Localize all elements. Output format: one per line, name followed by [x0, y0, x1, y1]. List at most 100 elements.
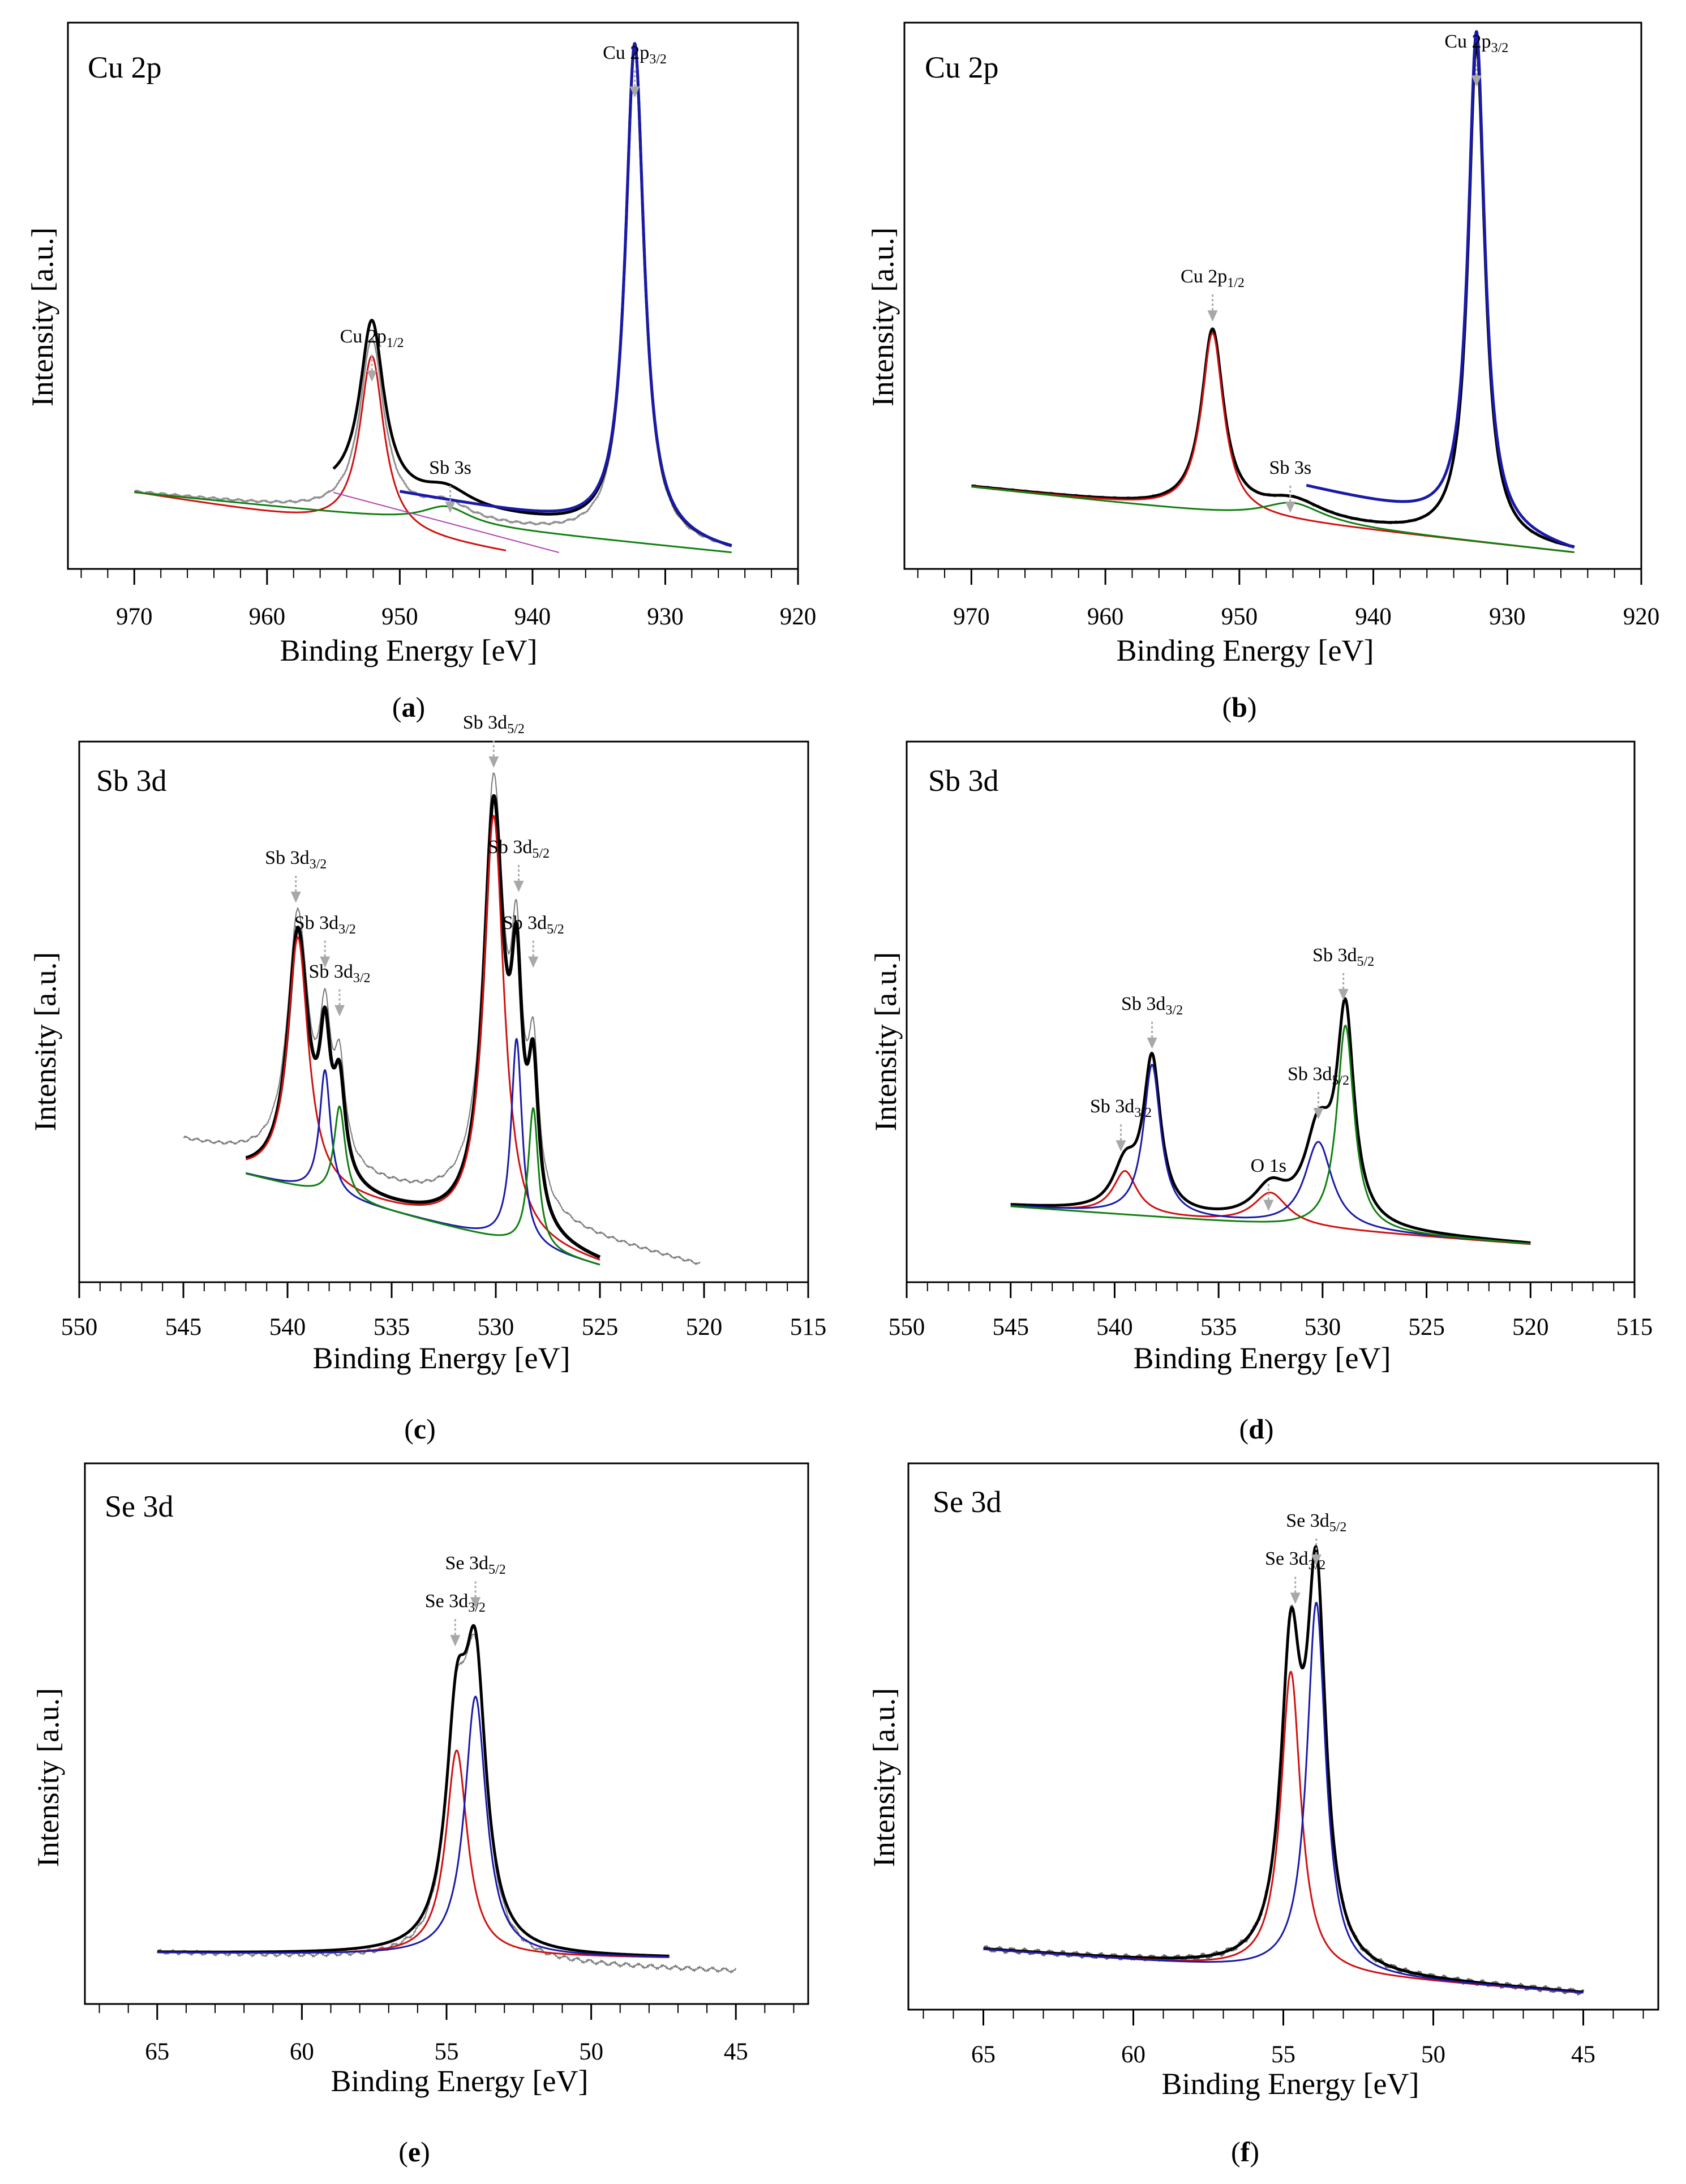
series-measured: [983, 1544, 1585, 1995]
x-tick-label: 515: [790, 1314, 827, 1341]
plot-area: [906, 740, 1636, 1283]
plot-title: Se 3d: [105, 1489, 174, 1523]
plot-area: [84, 1462, 809, 2005]
panel-caption: (f): [1231, 2136, 1259, 2168]
x-tick-label: 930: [647, 603, 684, 630]
x-tick-label: 545: [992, 1314, 1029, 1341]
plot-title: Sb 3d: [96, 764, 167, 798]
annotation-arrow-head: [1290, 1592, 1301, 1604]
x-axis-label: Binding Energy [eV]: [1116, 633, 1374, 667]
x-tick-label: 525: [581, 1314, 619, 1341]
annotation-arrow-head: [334, 1005, 345, 1017]
plot-title: Se 3d: [933, 1485, 1002, 1519]
x-tick-label: 50: [1421, 2041, 1445, 2068]
peak-annotation: Sb 3d5/2: [487, 836, 550, 861]
x-axis-label: Binding Energy [eV]: [1161, 2067, 1419, 2101]
y-axis-label: Intensity [a.u.]: [31, 1688, 65, 1868]
peak-annotation: Sb 3d3/2: [1121, 993, 1183, 1018]
annotation-arrow-head: [1285, 502, 1295, 513]
panel-caption: (c): [404, 1413, 436, 1445]
chart-e: [84, 1462, 809, 2020]
annotation-arrow-head: [1207, 310, 1218, 322]
plot-area: [78, 740, 809, 1283]
x-axis-label: Binding Energy [eV]: [312, 1341, 570, 1375]
y-axis-label: Intensity [a.u.]: [869, 952, 903, 1132]
annotation-arrow-head: [629, 86, 640, 98]
chart-f: [907, 1462, 1659, 2025]
peak-annotation: Cu 2p3/2: [603, 42, 667, 67]
y-axis-label: Intensity [a.u.]: [28, 952, 62, 1132]
x-tick-label: 920: [779, 603, 817, 630]
x-tick-label: 960: [1087, 603, 1124, 630]
series-cu-2p1-2-component: [134, 355, 507, 551]
peak-annotation: Cu 2p3/2: [1444, 31, 1509, 56]
series-cu-2p3-2-component: [1305, 30, 1576, 549]
panel-caption: (d): [1239, 1413, 1274, 1445]
annotation-arrow-head: [1147, 1037, 1157, 1049]
peak-annotation: Cu 2p1/2: [340, 326, 404, 351]
x-tick-label: 960: [248, 603, 286, 630]
series-cu-2p1-2-component: [971, 332, 1575, 554]
plot-area: [67, 22, 799, 570]
panel-caption: (e): [398, 2136, 430, 2168]
x-tick-label: 520: [1512, 1314, 1549, 1341]
annotation-arrow-head: [1313, 1108, 1324, 1119]
x-tick-label: 540: [1096, 1314, 1133, 1341]
peak-annotation: Se 3d5/2: [1286, 1510, 1347, 1535]
series-component-2-blue: [245, 1038, 600, 1266]
x-tick-label: 970: [116, 603, 153, 630]
x-tick-label: 65: [145, 2039, 170, 2065]
annotation-arrow-head: [1338, 988, 1349, 1000]
y-axis-label: Intensity [a.u.]: [867, 1688, 901, 1868]
x-tick-label: 520: [685, 1314, 723, 1341]
x-tick-label: 930: [1489, 603, 1526, 630]
plot-title: Cu 2p: [88, 50, 162, 84]
annotation-arrow-head: [367, 370, 377, 382]
x-tick-label: 60: [1121, 2041, 1146, 2068]
x-tick-label: 530: [1304, 1314, 1341, 1341]
series-measured: [183, 772, 701, 1265]
panel-c: Sb 3d Intensity [a.u.] Binding Energy [e…: [0, 712, 843, 1449]
annotation-arrow-head: [1311, 1554, 1322, 1566]
series-fit-envelope: [244, 794, 602, 1259]
peak-annotation: Sb 3d5/2: [462, 712, 525, 737]
panel-f: Se 3d Intensity [a.u.] Binding Energy [e…: [843, 1449, 1686, 2184]
x-tick-label: 50: [579, 2039, 604, 2065]
x-tick-label: 940: [1355, 603, 1392, 630]
annotation-arrow-head: [450, 1635, 461, 1647]
annotation-arrow-head: [470, 1597, 481, 1609]
series-se-3d5-2-component: [983, 1601, 1584, 1994]
x-tick-label: 920: [1623, 603, 1660, 630]
annotation-arrow-head: [1263, 1200, 1274, 1211]
series-sb-3s-component: [971, 486, 1575, 553]
peak-annotation: Sb 3d5/2: [1287, 1064, 1350, 1088]
x-tick-label: 535: [373, 1314, 410, 1341]
chart-a: [67, 22, 799, 585]
peak-annotation: Sb 3s: [1269, 457, 1312, 478]
plot-title: Sb 3d: [928, 764, 999, 798]
x-tick-label: 540: [269, 1314, 306, 1341]
plot-area: [903, 22, 1642, 570]
annotation-arrow-head: [1471, 75, 1482, 87]
x-tick-label: 55: [434, 2039, 459, 2065]
chart-d: [906, 740, 1636, 1298]
x-axis-label: Binding Energy [eV]: [1133, 1341, 1391, 1375]
x-axis-label: Binding Energy [eV]: [280, 633, 538, 667]
chart-c: [78, 740, 809, 1298]
x-tick-label: 545: [165, 1314, 202, 1341]
x-tick-label: 535: [1200, 1314, 1237, 1341]
peak-annotation: Sb 3d3/2: [294, 912, 356, 937]
annotation-arrow-head: [488, 756, 499, 768]
series-background: [333, 491, 560, 553]
peak-annotation: Sb 3d3/2: [1089, 1096, 1152, 1121]
x-tick-label: 950: [1221, 603, 1258, 630]
x-tick-label: 950: [381, 603, 418, 630]
x-tick-label: 970: [953, 603, 990, 630]
annotation-arrow-head: [290, 892, 301, 903]
chart-b: [903, 22, 1642, 585]
series-se-3d5-2-component: [157, 1695, 670, 1958]
series-fit-envelope: [156, 1624, 670, 1958]
series-sb-3d3-2-o-1s-red: [1010, 1170, 1531, 1245]
y-axis-label: Intensity [a.u.]: [25, 227, 59, 407]
series-measured: [157, 1633, 737, 1973]
